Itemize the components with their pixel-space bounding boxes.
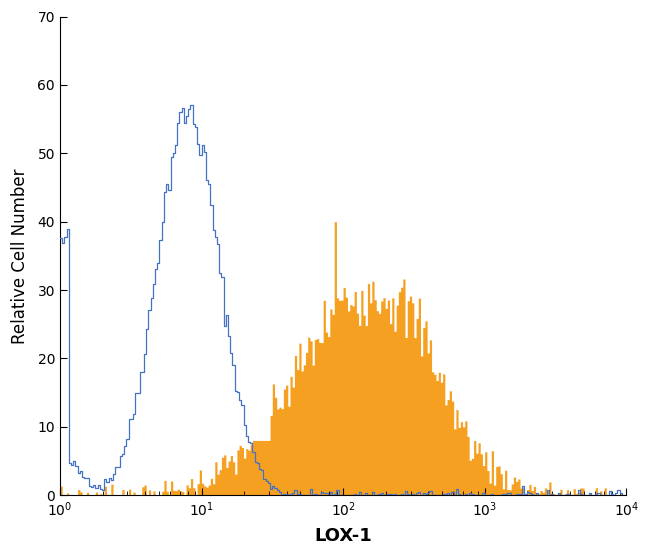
Y-axis label: Relative Cell Number: Relative Cell Number: [11, 168, 29, 344]
X-axis label: LOX-1: LOX-1: [314, 527, 372, 545]
